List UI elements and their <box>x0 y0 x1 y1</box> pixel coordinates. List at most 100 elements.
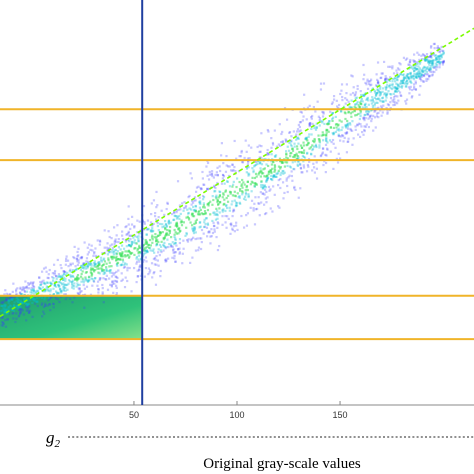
density-point <box>7 308 10 311</box>
density-point <box>129 245 133 248</box>
density-point <box>428 75 431 78</box>
density-point <box>109 251 112 254</box>
density-point <box>221 215 224 218</box>
density-point <box>418 76 421 79</box>
density-point <box>393 80 397 83</box>
density-point <box>325 132 328 135</box>
density-point <box>137 237 140 240</box>
density-point <box>127 217 130 221</box>
density-point <box>354 97 357 100</box>
density-point <box>433 47 436 50</box>
density-point <box>89 248 92 251</box>
density-point <box>51 279 55 282</box>
density-point <box>326 147 329 150</box>
density-point <box>197 210 200 214</box>
density-point <box>199 247 203 251</box>
density-point <box>412 74 415 77</box>
density-point <box>226 215 229 218</box>
density-point <box>258 150 261 154</box>
density-point <box>368 80 371 83</box>
density-point <box>206 174 209 177</box>
density-point <box>19 307 23 311</box>
density-point <box>412 66 415 69</box>
density-point <box>399 63 402 66</box>
density-point <box>105 268 108 271</box>
density-point <box>313 137 316 141</box>
density-point <box>318 119 321 122</box>
density-point <box>301 154 304 158</box>
density-point <box>241 193 244 196</box>
density-point <box>55 290 58 293</box>
density-point <box>321 147 325 150</box>
density-point <box>353 94 356 97</box>
density-point <box>306 143 309 146</box>
density-point <box>233 139 236 143</box>
density-point <box>62 276 65 279</box>
density-point <box>380 105 383 108</box>
density-point <box>256 145 259 149</box>
density-point <box>395 87 399 90</box>
density-point <box>23 289 26 292</box>
density-point <box>264 157 267 161</box>
density-point <box>156 234 160 237</box>
density-point <box>389 106 392 110</box>
density-point <box>231 214 234 218</box>
density-point <box>415 72 418 75</box>
density-point <box>80 257 83 260</box>
density-point <box>184 206 187 209</box>
density-point <box>115 286 118 290</box>
density-point <box>298 125 301 129</box>
density-point <box>217 222 220 225</box>
density-point <box>87 262 90 265</box>
density-point <box>309 122 312 125</box>
density-point <box>90 262 93 266</box>
density-point <box>76 255 79 258</box>
density-point <box>345 126 348 129</box>
density-point <box>152 248 155 251</box>
density-point <box>429 61 432 64</box>
density-point <box>361 106 364 109</box>
density-point <box>345 123 348 126</box>
density-point <box>289 143 293 146</box>
density-point <box>218 165 221 168</box>
density-point <box>273 165 277 168</box>
density-point <box>36 300 39 304</box>
density-point <box>107 257 110 260</box>
density-point <box>207 231 210 234</box>
density-point <box>175 232 179 235</box>
density-point <box>145 249 148 252</box>
density-point <box>128 266 131 270</box>
density-point <box>267 172 270 176</box>
density-point <box>235 204 239 207</box>
density-point <box>420 74 423 77</box>
density-point <box>143 247 146 250</box>
density-point <box>43 281 46 284</box>
density-point <box>194 221 198 225</box>
density-point <box>440 56 443 59</box>
density-point <box>266 148 269 152</box>
density-point <box>322 133 325 136</box>
density-point <box>274 155 277 158</box>
density-point <box>165 246 168 249</box>
density-point <box>218 190 221 193</box>
density-point <box>274 154 278 157</box>
density-point <box>418 77 422 80</box>
density-point <box>44 282 47 286</box>
density-point <box>366 112 369 115</box>
density-point <box>376 88 379 91</box>
density-point <box>436 45 439 48</box>
density-point <box>92 262 96 265</box>
density-point <box>61 283 64 286</box>
density-point <box>350 115 353 118</box>
density-point <box>131 215 134 218</box>
density-point <box>57 285 61 288</box>
density-point <box>226 180 229 183</box>
density-point <box>429 51 433 54</box>
density-point <box>66 288 69 291</box>
density-point <box>415 73 418 77</box>
density-point <box>200 241 203 244</box>
density-point <box>105 269 108 272</box>
density-point <box>381 90 384 93</box>
density-point <box>414 75 418 78</box>
density-point <box>438 63 441 66</box>
